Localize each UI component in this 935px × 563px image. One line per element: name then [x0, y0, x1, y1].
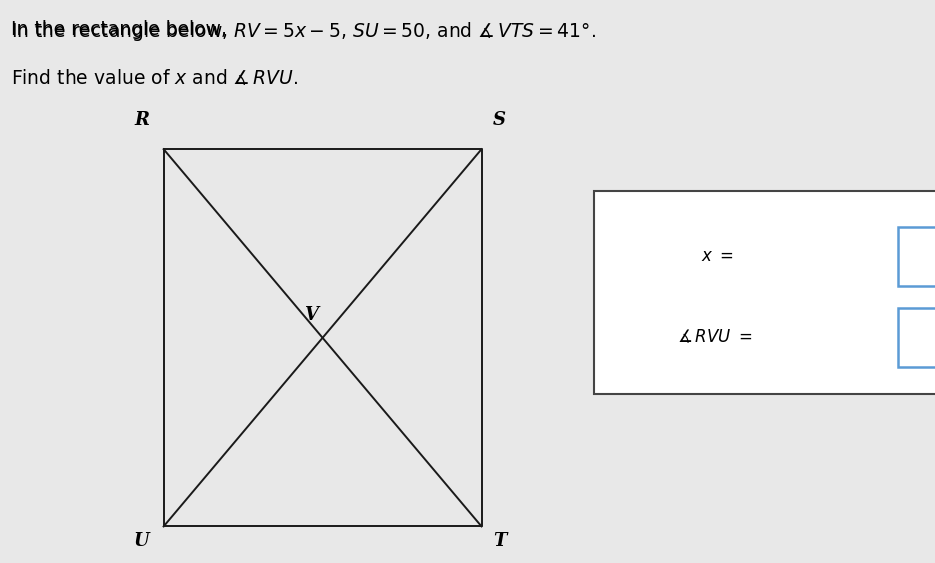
Text: S: S [493, 111, 506, 129]
Text: T: T [493, 532, 506, 550]
Text: V: V [304, 306, 318, 324]
FancyBboxPatch shape [898, 227, 935, 286]
Text: In the rectangle below,: In the rectangle below, [11, 20, 233, 39]
Text: U: U [134, 532, 150, 550]
Text: Find the value of $x$ and $\measuredangle\,RVU$.: Find the value of $x$ and $\measuredangl… [11, 68, 298, 88]
Text: In the rectangle below, $RV=5x-5$, $SU=50$, and $\measuredangle\,VTS=41°$.: In the rectangle below, $RV=5x-5$, $SU=5… [11, 20, 597, 43]
Text: $\measuredangle\,RVU\ =$: $\measuredangle\,RVU\ =$ [677, 328, 753, 346]
FancyBboxPatch shape [898, 308, 935, 367]
FancyBboxPatch shape [594, 191, 935, 394]
Text: R: R [135, 111, 150, 129]
Text: $x\ =$: $x\ =$ [701, 248, 734, 265]
